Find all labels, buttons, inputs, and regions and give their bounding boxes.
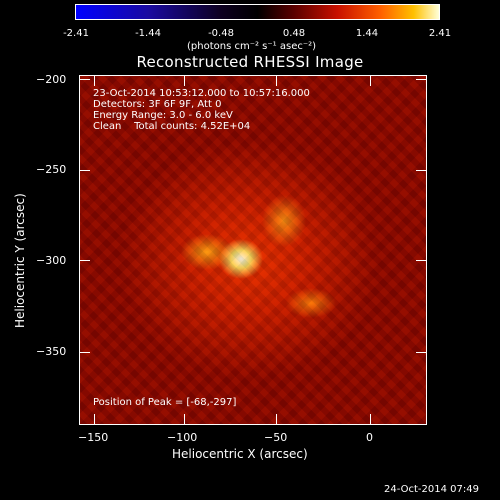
y-tick: −250 <box>36 163 67 176</box>
y-tick: −350 <box>36 345 67 358</box>
info-clean-counts: Clean Total counts: 4.52E+04 <box>93 121 251 132</box>
x-tick: −150 <box>78 431 109 444</box>
colorbar-tick: 1.44 <box>355 28 379 39</box>
peak-position: Position of Peak = [-68,-297] <box>93 397 237 408</box>
x-tick: −50 <box>264 431 288 444</box>
colorbar-tick: -1.44 <box>135 28 161 39</box>
colorbar-units: (photons cm⁻² s⁻¹ asec⁻²) <box>187 41 317 52</box>
colorbar-tick: 2.41 <box>428 28 452 39</box>
x-axis-label: Heliocentric X (arcsec) <box>172 447 308 461</box>
y-axis-label: Heliocentric Y (arcsec) <box>13 193 27 328</box>
solar-image: 23-Oct-2014 10:53:12.000 to 10:57:16.000… <box>79 75 426 424</box>
info-detectors: Detectors: 3F 6F 9F, Att 0 <box>93 99 222 110</box>
timestamp: 24-Oct-2014 07:49 <box>384 484 479 495</box>
x-tick: −100 <box>167 431 198 444</box>
y-tick: −200 <box>36 73 67 86</box>
info-time-range: 23-Oct-2014 10:53:12.000 to 10:57:16.000 <box>93 88 310 99</box>
info-energy-range: Energy Range: 3.0 - 6.0 keV <box>93 110 233 121</box>
colorbar-tick: -0.48 <box>208 28 234 39</box>
plot-title: Reconstructed RHESSI Image <box>136 53 364 71</box>
y-tick: −300 <box>36 254 67 267</box>
colorbar-tick: 0.48 <box>282 28 306 39</box>
colorbar-tick: -2.41 <box>63 28 89 39</box>
x-tick: 0 <box>366 431 373 444</box>
colorbar <box>75 4 440 20</box>
